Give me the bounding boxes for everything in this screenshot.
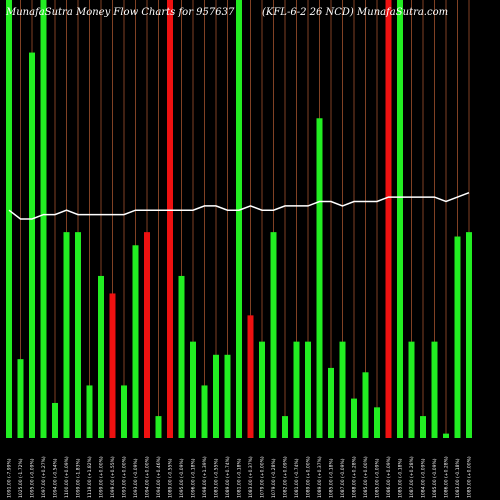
x-tick-label: 1081.00 (-0.18%) <box>237 458 243 498</box>
bar <box>132 245 139 438</box>
x-tick-label: 1085.00 (+0.00%) <box>363 456 369 498</box>
x-tick-label: 1095.00 (-0.09%) <box>30 458 36 498</box>
bar <box>282 416 288 438</box>
x-tick-label: 1085.00 (-0.09%) <box>432 458 438 498</box>
bar <box>270 232 277 438</box>
bar <box>351 398 357 438</box>
bar <box>190 341 196 438</box>
bar <box>167 0 173 438</box>
bar <box>86 385 93 438</box>
x-tick-label: 1083.00 (+0.37%) <box>248 456 254 498</box>
x-tick-label: 1091.00 (-7.99%) <box>7 458 13 498</box>
bar <box>397 0 403 438</box>
x-tick-label: 1089.00 (-0.55%) <box>168 458 174 498</box>
bar <box>420 416 426 438</box>
x-tick-label: 1099.00 (-1.83%) <box>76 458 82 498</box>
x-tick-label: 1089.00 (+0.37%) <box>317 456 323 498</box>
x-tick-label: 1094.00 (+0.00%) <box>145 456 151 498</box>
x-tick-label: 1094.00 (-0.54%) <box>53 458 59 498</box>
bar <box>454 236 461 438</box>
x-tick-label: 1025.00 (-1.72%) <box>18 458 24 498</box>
x-tick-label: 1099.00 (+0.00%) <box>99 456 105 498</box>
money-flow-line <box>8 191 470 220</box>
bar <box>178 275 185 438</box>
bar <box>224 354 231 438</box>
bar <box>63 232 70 438</box>
x-tick-label: 1100.00 (+0.09%) <box>64 456 70 498</box>
x-tick-label: 1093.00 (-0.09%) <box>133 458 139 498</box>
chart-title-right: (KFL-6-2 26 NCD) MunafaSutra.com <box>262 7 448 18</box>
x-tick-label: 1089.00 (+0.74%) <box>225 456 231 498</box>
bar <box>121 385 127 438</box>
x-tick-label: 1119.00 (+1.82%) <box>87 456 93 498</box>
bar <box>98 275 104 438</box>
x-tick-label: 1085.00 (-0.18%) <box>329 458 335 498</box>
x-tick-label: 1085.00 (-0.18%) <box>398 458 404 498</box>
x-tick-label: 1085.00 (-0.09%) <box>375 458 381 498</box>
x-tick-label: 1099.00 (+0.55%) <box>110 456 116 498</box>
bar <box>17 359 24 438</box>
bar <box>247 315 254 438</box>
x-tick-label: 1079.00 (+0.00%) <box>260 456 266 498</box>
bar <box>40 0 47 438</box>
x-tick-label: 1095.00 (-0.09%) <box>179 458 185 498</box>
x-tick-label: 1096.00 (-0.18%) <box>191 458 197 498</box>
bar <box>293 341 300 438</box>
bar <box>75 232 81 438</box>
x-tick-label: 1089.00 (+0.00%) <box>306 456 312 498</box>
bar <box>155 416 162 438</box>
x-tick-label: 1098.00 (+1.39%) <box>202 456 208 498</box>
x-tick-labels: 1091.00 (-7.99%) 1025.00 (-1.72%) 1095.00 … <box>7 456 473 498</box>
x-tick-label: 1097.00 (+0.27%) <box>41 456 47 498</box>
x-tick-label: 1079.00 (-0.28%) <box>271 458 277 498</box>
bar <box>201 385 208 438</box>
x-tick-label: 1081.00 (-0.74%) <box>294 458 300 498</box>
bar <box>339 341 346 438</box>
x-tick-label: 1083.00 (-0.55%) <box>214 458 220 498</box>
bar <box>144 232 150 438</box>
bar <box>431 341 438 438</box>
bar <box>52 402 58 438</box>
x-tick-label: 1093.00 (+0.00%) <box>122 456 128 498</box>
x-tick-label: 1087.00 (-0.09%) <box>340 458 346 498</box>
bar <box>328 367 334 438</box>
bar <box>305 341 311 438</box>
bar <box>316 118 323 438</box>
bar <box>374 407 380 438</box>
bar <box>259 341 265 438</box>
x-tick-label: 1086.00 (+0.09%) <box>386 456 392 498</box>
bar <box>466 232 472 438</box>
bar <box>213 354 219 438</box>
x-tick-label: 1094.00 (+0.46%) <box>156 456 162 498</box>
x-tick-label: 1085.00 (+0.00%) <box>467 456 473 498</box>
x-tick-label: 1083.00 (-0.18%) <box>455 458 461 498</box>
x-tick-label: 1084.00 (-0.09%) <box>421 458 427 498</box>
x-tick-label: 1086.00 (+0.28%) <box>444 456 450 498</box>
bar <box>443 433 449 438</box>
bar <box>6 0 12 438</box>
bar <box>385 0 392 438</box>
x-tick-label: 1088.00 (+0.28%) <box>352 456 358 498</box>
bar <box>109 293 116 438</box>
bar <box>29 52 35 439</box>
x-tick-label: 1087.00 (+0.28%) <box>409 456 415 498</box>
chart-title-left: MunafaSutra Money Flow Charts for 957637 <box>5 7 235 18</box>
bar-series <box>6 0 472 439</box>
bar <box>236 0 242 438</box>
x-tick-label: 1082.00 (+0.09%) <box>283 456 289 498</box>
bar <box>362 372 369 438</box>
bar <box>408 341 415 438</box>
